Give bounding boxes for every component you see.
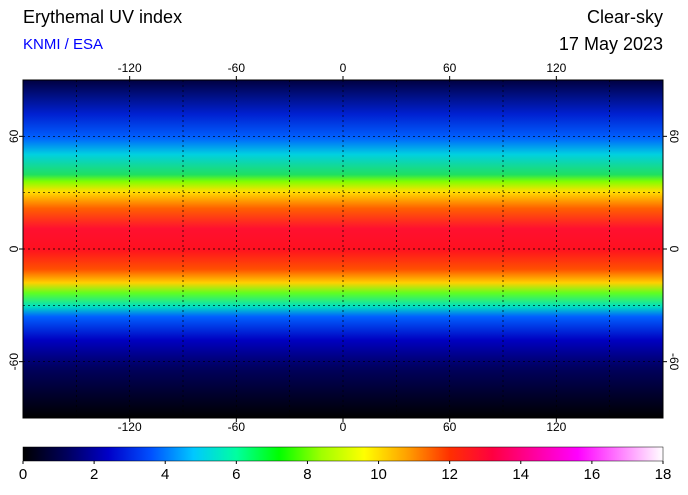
condition: Clear-sky [587, 7, 663, 27]
x-tick-label: -120 [118, 61, 142, 75]
x-tick-label: 0 [340, 420, 347, 434]
title: Erythemal UV index [23, 7, 182, 27]
x-tick-label: 120 [546, 61, 566, 75]
x-tick-label: 60 [443, 61, 457, 75]
colorbar-tick-label: 16 [584, 466, 601, 483]
y-tick-label: 60 [7, 129, 21, 143]
y-tick-label: 60 [667, 130, 681, 144]
x-tick-label: -60 [228, 420, 246, 434]
grid [23, 80, 663, 418]
colorbar-tick-label: 10 [370, 466, 387, 483]
colorbar-tick-label: 2 [90, 466, 98, 483]
x-tick-label: 0 [340, 61, 347, 75]
colorbar-tick-label: 8 [303, 466, 311, 483]
colorbar-tick-label: 4 [161, 466, 169, 483]
x-tick-label: -60 [228, 61, 246, 75]
colorbar [22, 446, 664, 462]
y-tick-label: 0 [667, 246, 681, 253]
date: 17 May 2023 [559, 34, 663, 54]
colorbar-tick-label: 18 [655, 466, 672, 483]
colorbar-tick-label: 12 [441, 466, 458, 483]
colorbar-tick-label: 14 [512, 466, 529, 483]
y-tick-label: -60 [7, 353, 21, 371]
colorbar-tick-label: 6 [232, 466, 240, 483]
subtitle: KNMI / ESA [23, 36, 103, 53]
y-tick-label: -60 [667, 353, 681, 371]
x-tick-label: 120 [546, 420, 566, 434]
y-tick-label: 0 [7, 245, 21, 252]
x-tick-label: -120 [118, 420, 142, 434]
colorbar-tick-label: 0 [19, 466, 27, 483]
x-tick-label: 60 [443, 420, 457, 434]
